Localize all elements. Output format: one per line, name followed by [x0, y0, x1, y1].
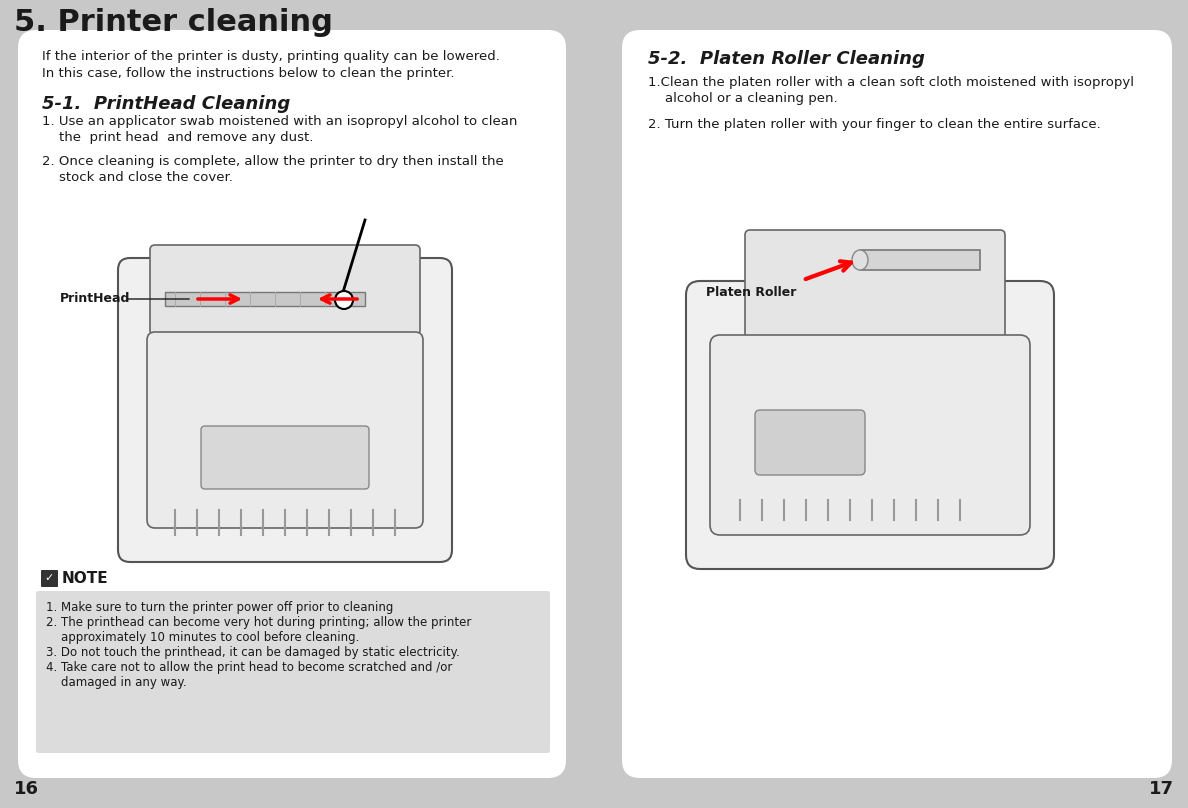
FancyBboxPatch shape — [42, 570, 58, 587]
FancyBboxPatch shape — [710, 335, 1030, 535]
Text: 1.Clean the platen roller with a clean soft cloth moistened with isopropyl: 1.Clean the platen roller with a clean s… — [647, 76, 1135, 89]
Text: 5-2.  Platen Roller Cleaning: 5-2. Platen Roller Cleaning — [647, 50, 925, 68]
Text: If the interior of the printer is dusty, printing quality can be lowered.: If the interior of the printer is dusty,… — [42, 50, 500, 63]
Text: 2. Once cleaning is complete, allow the printer to dry then install the: 2. Once cleaning is complete, allow the … — [42, 155, 504, 168]
Text: 5. Printer cleaning: 5. Printer cleaning — [14, 8, 333, 37]
Text: 1. Use an applicator swab moistened with an isopropyl alcohol to clean: 1. Use an applicator swab moistened with… — [42, 115, 518, 128]
Text: the  print head  and remove any dust.: the print head and remove any dust. — [42, 131, 314, 144]
Text: 5-1.  PrintHead Cleaning: 5-1. PrintHead Cleaning — [42, 95, 290, 113]
Text: 2. The printhead can become very hot during printing; allow the printer: 2. The printhead can become very hot dur… — [46, 616, 472, 629]
Text: stock and close the cover.: stock and close the cover. — [42, 171, 233, 184]
Text: In this case, follow the instructions below to clean the printer.: In this case, follow the instructions be… — [42, 67, 455, 80]
Bar — [165, 292, 365, 306]
FancyBboxPatch shape — [36, 591, 550, 753]
Text: 2. Turn the platen roller with your finger to clean the entire surface.: 2. Turn the platen roller with your fing… — [647, 118, 1101, 131]
FancyBboxPatch shape — [623, 30, 1173, 778]
FancyBboxPatch shape — [118, 258, 451, 562]
Text: PrintHead: PrintHead — [61, 292, 131, 305]
Text: 17: 17 — [1149, 780, 1174, 798]
Text: ✓: ✓ — [45, 574, 55, 583]
Text: approximately 10 minutes to cool before cleaning.: approximately 10 minutes to cool before … — [46, 631, 360, 644]
Circle shape — [335, 291, 353, 309]
FancyBboxPatch shape — [147, 332, 423, 528]
Bar — [860, 250, 980, 270]
FancyBboxPatch shape — [745, 230, 1005, 340]
FancyBboxPatch shape — [18, 30, 565, 778]
FancyBboxPatch shape — [150, 245, 421, 335]
Text: Platen Roller: Platen Roller — [706, 286, 796, 299]
Text: damaged in any way.: damaged in any way. — [46, 676, 187, 689]
Text: 16: 16 — [14, 780, 39, 798]
Text: alcohol or a cleaning pen.: alcohol or a cleaning pen. — [647, 92, 838, 105]
FancyBboxPatch shape — [685, 281, 1054, 569]
Text: NOTE: NOTE — [62, 571, 108, 586]
Text: 1. Make sure to turn the printer power off prior to cleaning: 1. Make sure to turn the printer power o… — [46, 601, 393, 614]
FancyBboxPatch shape — [201, 426, 369, 489]
Text: 4. Take care not to allow the print head to become scratched and /or: 4. Take care not to allow the print head… — [46, 661, 453, 674]
Text: 3. Do not touch the printhead, it can be damaged by static electricity.: 3. Do not touch the printhead, it can be… — [46, 646, 460, 659]
Ellipse shape — [852, 250, 868, 270]
FancyBboxPatch shape — [756, 410, 865, 475]
